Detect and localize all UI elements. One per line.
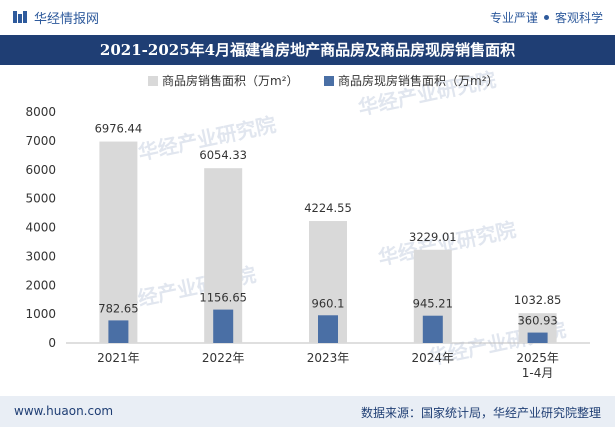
y-tick-label: 5000	[25, 192, 56, 206]
data-label-商品房现房销售面积: 945.21	[413, 297, 453, 311]
slogan-right: 客观科学	[554, 11, 603, 25]
bar-商品房销售面积	[99, 141, 138, 343]
x-tick-label: 2021年	[97, 351, 140, 365]
footer: www.huaon.com 数据来源：国家统计局，华经产业研究院整理	[0, 396, 615, 427]
brand-logo-icon	[13, 11, 27, 23]
data-label-商品房销售面积: 3229.01	[409, 230, 457, 244]
data-label-商品房销售面积: 1032.85	[514, 293, 562, 307]
page-title: 2021-2025年4月福建省房地产商品房及商品房现房销售面积	[99, 41, 516, 59]
footer-source: 数据来源：国家统计局，华经产业研究院整理	[360, 406, 601, 420]
data-label-商品房现房销售面积: 1156.65	[199, 291, 247, 305]
bar-商品房现房销售面积	[213, 309, 234, 343]
slogan: 专业严谨 客观科学	[490, 9, 603, 26]
data-label-商品房销售面积: 6976.44	[95, 122, 143, 136]
legend-swatch-1	[148, 76, 158, 86]
x-tick-label: 1-4月	[522, 366, 554, 380]
data-label-商品房现房销售面积: 960.1	[312, 296, 345, 310]
x-tick-label: 2023年	[307, 351, 350, 365]
bar-商品房现房销售面积	[422, 315, 443, 343]
slogan-left: 专业严谨	[489, 11, 538, 25]
footer-url[interactable]: www.huaon.com	[14, 404, 114, 418]
legend-swatch-2	[324, 76, 334, 86]
x-tick-label: 2024年	[412, 351, 455, 365]
data-label-商品房销售面积: 4224.55	[304, 201, 352, 215]
bar-chart: 华经产业研究院华经产业研究院华经产业研究院华经产业研究院华经产业研究院商品房销售…	[25, 67, 590, 380]
y-tick-label: 2000	[25, 278, 56, 292]
title-bar: 2021-2025年4月福建省房地产商品房及商品房现房销售面积	[0, 35, 615, 65]
y-tick-label: 6000	[25, 163, 56, 177]
y-tick-label: 7000	[25, 134, 56, 148]
brand-name: 华经情报网	[34, 11, 100, 27]
y-tick-label: 3000	[25, 249, 56, 263]
bar-商品房现房销售面积	[527, 332, 548, 343]
brand: 华经情报网	[12, 8, 100, 27]
bar-商品房现房销售面积	[108, 320, 129, 343]
bullet-icon	[543, 15, 549, 20]
bar-商品房现房销售面积	[318, 315, 338, 343]
data-label-商品房销售面积: 6054.33	[199, 148, 247, 162]
legend-label-1: 商品房销售面积（万m²）	[162, 73, 299, 88]
legend-label-2: 商品房现房销售面积（万m²）	[338, 73, 499, 88]
y-tick-label: 8000	[25, 105, 56, 119]
top-bar: 华经情报网 专业严谨 客观科学	[0, 0, 615, 34]
x-tick-label: 2022年	[202, 351, 245, 365]
data-label-商品房现房销售面积: 360.93	[517, 314, 557, 328]
data-label-商品房现房销售面积: 782.65	[98, 301, 138, 315]
y-tick-label: 0	[48, 336, 56, 350]
x-tick-label: 2025年	[516, 351, 559, 365]
y-tick-label: 4000	[25, 221, 56, 235]
y-tick-label: 1000	[25, 307, 56, 321]
